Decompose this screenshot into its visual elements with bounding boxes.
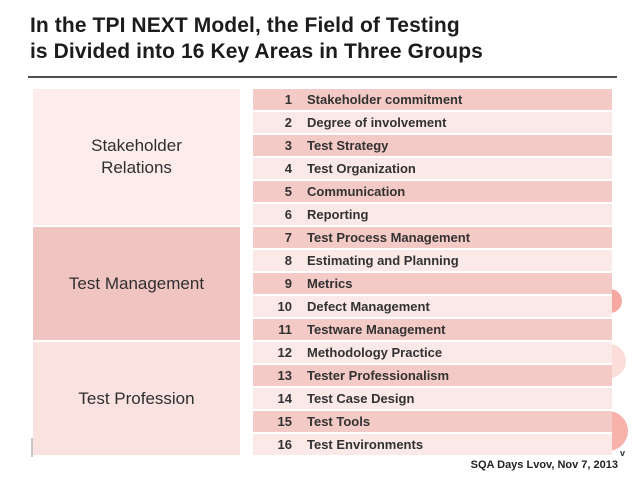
key-area-row-4: 4 Test Organization bbox=[253, 158, 612, 179]
key-area-number: 10 bbox=[277, 299, 292, 314]
key-area-row-6: 6 Reporting bbox=[253, 204, 612, 225]
key-area-number: 6 bbox=[284, 207, 292, 222]
key-area-number: 3 bbox=[284, 138, 292, 153]
key-area-row-14: 14 Test Case Design bbox=[253, 388, 612, 409]
key-area-row-15: 15 Test Tools bbox=[253, 411, 612, 432]
clipped-text-fragment: v bbox=[620, 448, 626, 458]
key-area-label: Tester Professionalism bbox=[307, 368, 450, 383]
rows-column: 1 Stakeholder commitment 2 Degree of involv… bbox=[253, 89, 612, 457]
group-label: Test Management bbox=[68, 273, 205, 293]
key-area-label: Test Organization bbox=[307, 161, 416, 176]
key-area-number: 13 bbox=[277, 368, 292, 383]
key-area-label: Communication bbox=[307, 184, 406, 199]
key-area-label: Test Strategy bbox=[307, 138, 389, 153]
footer-credit: SQA Days Lvov, Nov 7, 2013 bbox=[470, 459, 618, 471]
key-area-row-5: 5 Communication bbox=[253, 181, 612, 202]
key-area-label: Metrics bbox=[307, 276, 353, 291]
key-areas-table: Stakeholder Relations Test Management Test… bbox=[0, 89, 638, 457]
key-area-label: Methodology Practice bbox=[307, 345, 443, 360]
slide-title: In the TPI NEXT Model, the Field of Test… bbox=[30, 13, 483, 65]
key-area-number: 8 bbox=[284, 253, 292, 268]
key-area-row-11: 11 Testware Management bbox=[253, 319, 612, 340]
key-area-number: 11 bbox=[278, 322, 292, 337]
key-area-row-1: 1 Stakeholder commitment bbox=[253, 89, 612, 110]
key-area-number: 4 bbox=[284, 161, 292, 176]
key-area-number: 12 bbox=[277, 345, 292, 360]
key-area-label: Defect Management bbox=[307, 299, 430, 314]
group-cell-test-profession: Test Profession bbox=[33, 342, 240, 455]
key-area-number: 5 bbox=[284, 184, 292, 199]
key-area-label: Estimating and Planning bbox=[307, 253, 459, 268]
key-area-number: 7 bbox=[284, 230, 292, 245]
key-area-label: Reporting bbox=[307, 207, 369, 222]
slide-title-line2: is Divided into 16 Key Areas in Three Gr… bbox=[30, 40, 483, 63]
title-divider bbox=[28, 76, 617, 78]
slide-title-line1: In the TPI NEXT Model, the Field of Test… bbox=[30, 14, 460, 37]
key-area-row-7: 7 Test Process Management bbox=[253, 227, 612, 248]
key-area-label: Test Tools bbox=[307, 414, 371, 429]
group-label: Test Profession bbox=[78, 388, 195, 408]
key-area-label: Test Case Design bbox=[307, 391, 415, 406]
key-area-row-2: 2 Degree of involvement bbox=[253, 112, 612, 133]
group-label: Stakeholder Relations bbox=[91, 136, 182, 177]
key-area-row-13: 13 Tester Professionalism bbox=[253, 365, 612, 386]
key-area-row-10: 10 Defect Management bbox=[253, 296, 612, 317]
key-area-label: Test Process Management bbox=[307, 230, 471, 245]
key-area-row-16: 16 Test Environments bbox=[253, 434, 612, 455]
key-area-label: Test Environments bbox=[307, 437, 424, 452]
key-area-number: 15 bbox=[277, 414, 292, 429]
key-area-number: 2 bbox=[284, 115, 292, 130]
decorative-line-fragment bbox=[31, 438, 33, 457]
key-area-label: Degree of involvement bbox=[307, 115, 447, 130]
key-area-row-12: 12 Methodology Practice bbox=[253, 342, 612, 363]
key-area-number: 9 bbox=[284, 276, 292, 291]
key-area-number: 14 bbox=[277, 391, 292, 406]
key-area-label: Stakeholder commitment bbox=[307, 92, 463, 107]
key-area-row-3: 3 Test Strategy bbox=[253, 135, 612, 156]
group-cell-stakeholder-relations: Stakeholder Relations bbox=[33, 89, 240, 225]
key-area-row-8: 8 Estimating and Planning bbox=[253, 250, 612, 271]
group-column: Stakeholder Relations Test Management Test… bbox=[33, 89, 240, 457]
group-cell-test-management: Test Management bbox=[33, 227, 240, 340]
key-area-number: 16 bbox=[277, 437, 292, 452]
key-area-number: 1 bbox=[284, 92, 292, 107]
key-area-label: Testware Management bbox=[307, 322, 446, 337]
key-area-row-9: 9 Metrics bbox=[253, 273, 612, 294]
